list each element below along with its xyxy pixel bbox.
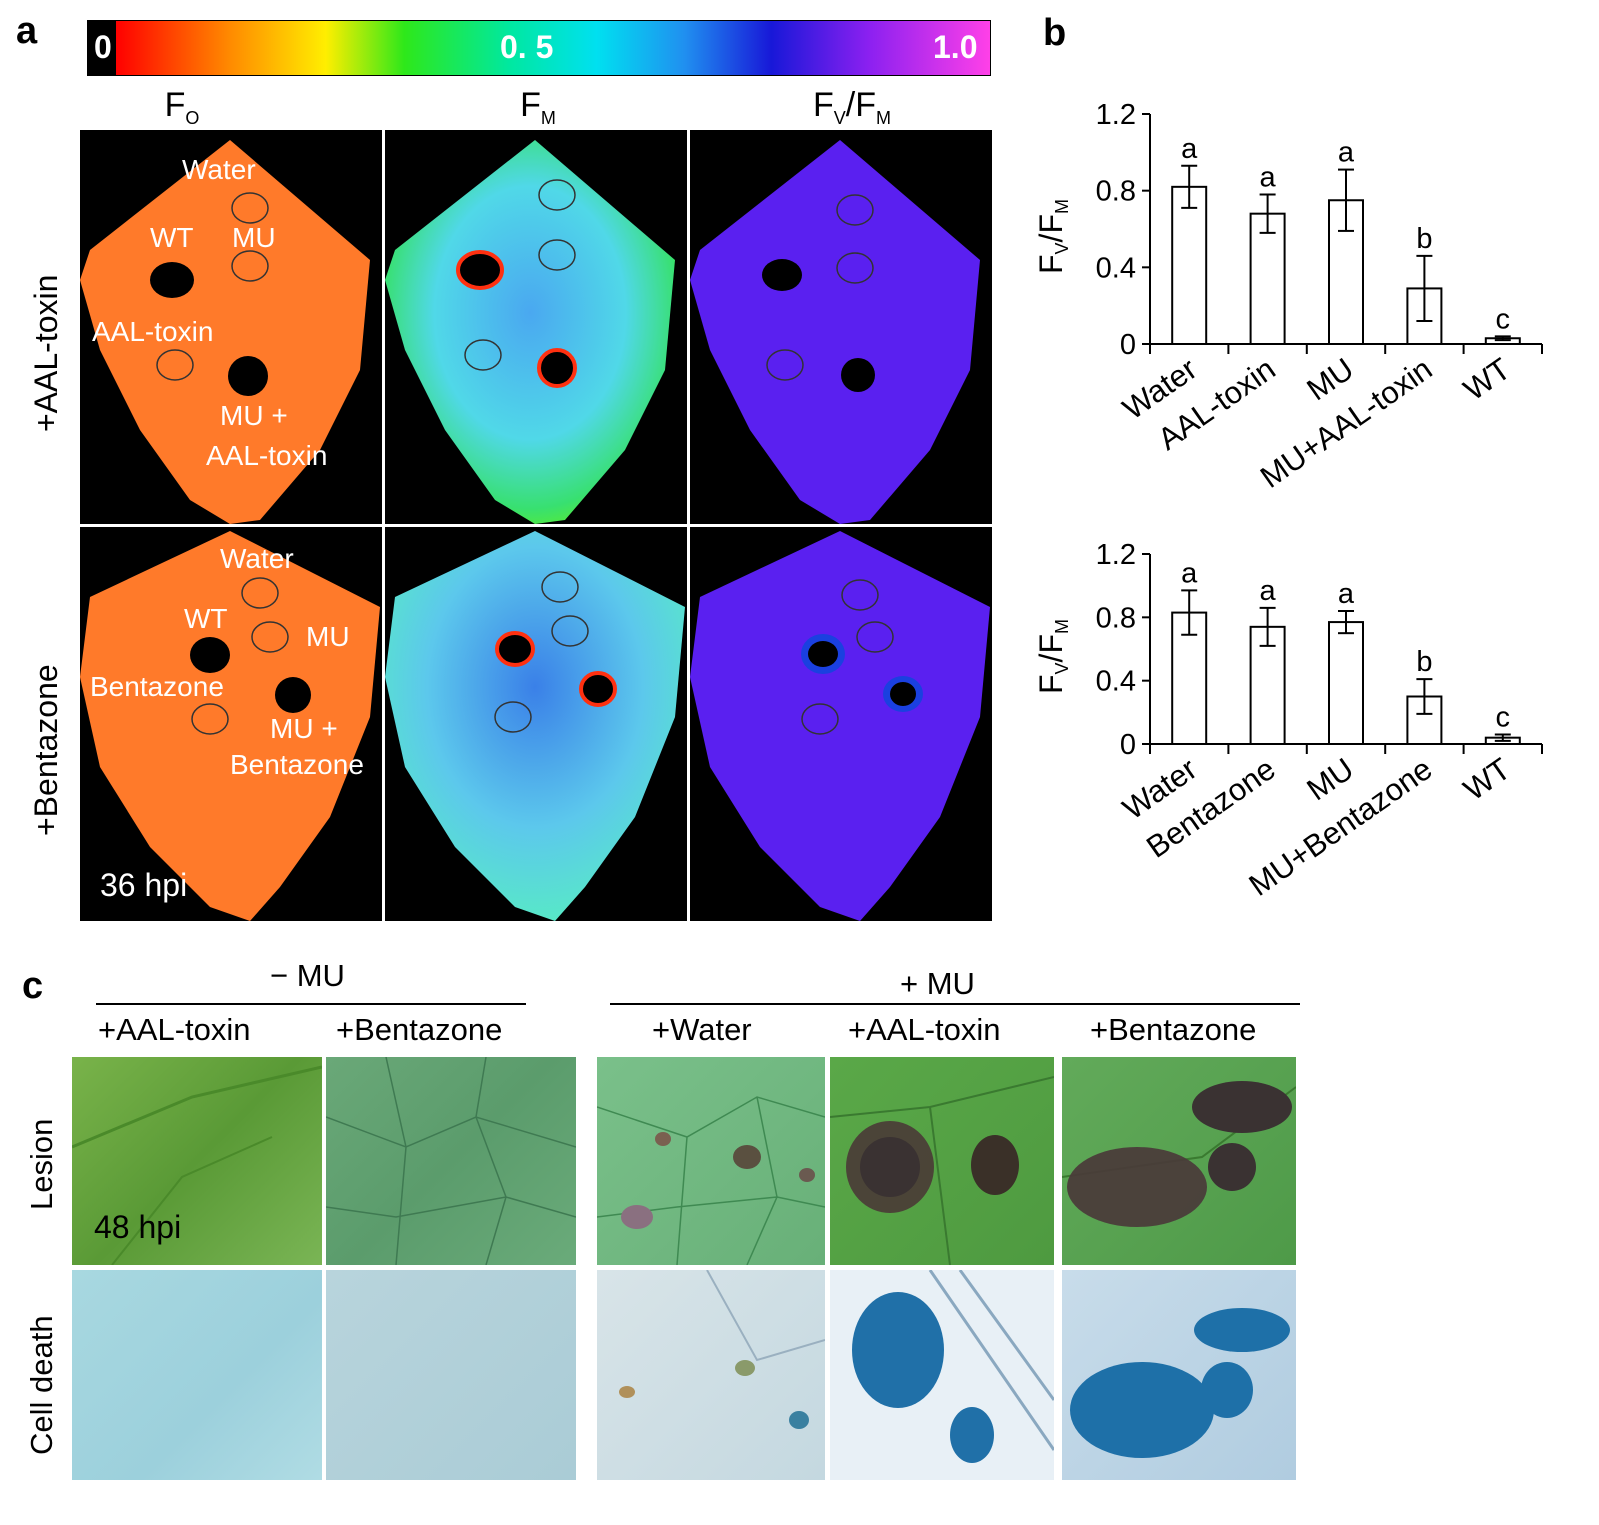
colorbar-min-label: 0 <box>94 29 112 65</box>
significance-letter: c <box>1496 702 1511 734</box>
fo-image-aal-toxin: Water WT MU AAL-toxin MU + AAL-toxin <box>80 130 382 524</box>
significance-letter: a <box>1181 557 1198 589</box>
y-tick-label: 1.2 <box>1096 539 1136 571</box>
group-label-minus-mu: − MU <box>270 958 345 993</box>
y-tick-label: 0.8 <box>1096 602 1136 634</box>
significance-letter: a <box>1260 162 1277 194</box>
fvfm-image-aal-toxin <box>690 130 992 524</box>
significance-letter: a <box>1338 137 1355 169</box>
y-tick-label: 0.8 <box>1096 176 1136 208</box>
column-header-fo: FO <box>164 86 200 128</box>
category-label: WT <box>1457 751 1517 807</box>
y-tick-label: 0 <box>1120 329 1136 361</box>
lesion-photo-minus-mu-bentazone <box>326 1057 576 1265</box>
group-label-plus-mu: + MU <box>900 966 975 1001</box>
celldeath-photo-minus-mu-aal-toxin <box>72 1270 322 1480</box>
significance-letter: a <box>1260 575 1277 607</box>
col-label-bentazone-minus: +Bentazone <box>336 1012 503 1047</box>
celldeath-photo-plus-mu-aal-toxin <box>830 1270 1054 1480</box>
group-line-plus-mu <box>610 1003 1300 1005</box>
col-label-aal-toxin-minus: +AAL-toxin <box>98 1012 251 1047</box>
time-label-36hpi: 36 hpi <box>100 867 188 903</box>
significance-letter: a <box>1181 133 1198 165</box>
y-tick-label: 0.4 <box>1096 252 1136 284</box>
bar-chart-2: 00.40.81.2aWateraBentazoneaMUbMU+Bentazo… <box>1033 539 1543 903</box>
fm-image-aal-toxin <box>385 130 687 524</box>
colorbar-max-label: 1.0 <box>933 29 978 65</box>
spot-label-mu-plus: MU + <box>220 400 288 431</box>
lesion-photo-plus-mu-water <box>597 1057 825 1265</box>
spot-label-water-2: Water <box>220 543 294 574</box>
bar <box>1171 185 1208 346</box>
y-axis-label: FV/FM <box>1033 619 1072 694</box>
significance-letter: b <box>1416 646 1432 678</box>
lesion-photo-plus-mu-bentazone <box>1062 1057 1296 1265</box>
significance-letter: a <box>1338 578 1355 610</box>
significance-letter: c <box>1496 303 1511 335</box>
column-header-fvfm: FV/FM <box>812 86 891 128</box>
col-label-aal-toxin-plus: +AAL-toxin <box>848 1012 1001 1047</box>
spot-label-mu: MU <box>232 222 276 253</box>
row-label-lesion: Lesion <box>24 1118 59 1210</box>
lesion-photo-plus-mu-aal-toxin <box>830 1057 1054 1265</box>
celldeath-photo-plus-mu-bentazone <box>1062 1270 1296 1480</box>
panel-b-letter: b <box>1043 12 1067 54</box>
y-axis-label: FV/FM <box>1033 199 1072 274</box>
bar-chart-1: 00.40.81.2aWateraAAL-toxinaMUbMU+AAL-tox… <box>1033 99 1543 495</box>
col-label-bentazone-plus: +Bentazone <box>1090 1012 1257 1047</box>
spot-label-bentazone: Bentazone <box>90 671 224 702</box>
time-label-48hpi: 48 hpi <box>94 1209 182 1245</box>
spot-label-water: Water <box>182 154 256 185</box>
colorbar: 0 0. 5 1.0 <box>87 20 991 76</box>
significance-letter: b <box>1416 223 1432 255</box>
group-line-minus-mu <box>96 1003 526 1005</box>
celldeath-photo-minus-mu-bentazone <box>326 1270 576 1480</box>
spot-label-mu-2: MU <box>306 621 350 652</box>
col-label-water-plus: +Water <box>652 1012 752 1047</box>
row-label-cell-death: Cell death <box>24 1315 59 1455</box>
panel-b-charts: 00.40.81.2aWateraAAL-toxinaMUbMU+AAL-tox… <box>1033 99 1543 903</box>
y-tick-label: 1.2 <box>1096 99 1136 131</box>
colorbar-mid-label: 0. 5 <box>500 29 554 65</box>
celldeath-photo-plus-mu-water <box>597 1270 825 1480</box>
fvfm-image-bentazone <box>690 527 992 921</box>
spot-label-wt-2: WT <box>184 603 228 634</box>
category-label: WT <box>1457 351 1517 407</box>
row-label-aal-toxin: +AAL-toxin <box>28 274 64 432</box>
spot-label-aal-toxin: AAL-toxin <box>92 316 214 347</box>
column-header-fm: FM <box>520 86 556 128</box>
fm-image-bentazone <box>385 527 687 921</box>
spot-label-mu-bentazone: Bentazone <box>230 749 364 780</box>
y-tick-label: 0 <box>1120 729 1136 761</box>
row-label-bentazone: +Bentazone <box>28 664 64 836</box>
y-tick-label: 0.4 <box>1096 666 1136 698</box>
bar <box>1328 621 1364 745</box>
bar <box>1249 212 1286 345</box>
spot-label-wt: WT <box>150 222 194 253</box>
panel-a-letter: a <box>16 10 38 52</box>
spot-label-mu-aal-toxin: AAL-toxin <box>206 440 328 471</box>
lesion-photo-minus-mu-aal-toxin: 48 hpi <box>72 1057 322 1265</box>
spot-label-mu-plus-2: MU + <box>270 713 338 744</box>
fo-image-bentazone: Water WT MU Bentazone MU + Bentazone 36 … <box>80 527 382 921</box>
panel-c-letter: c <box>22 965 44 1007</box>
